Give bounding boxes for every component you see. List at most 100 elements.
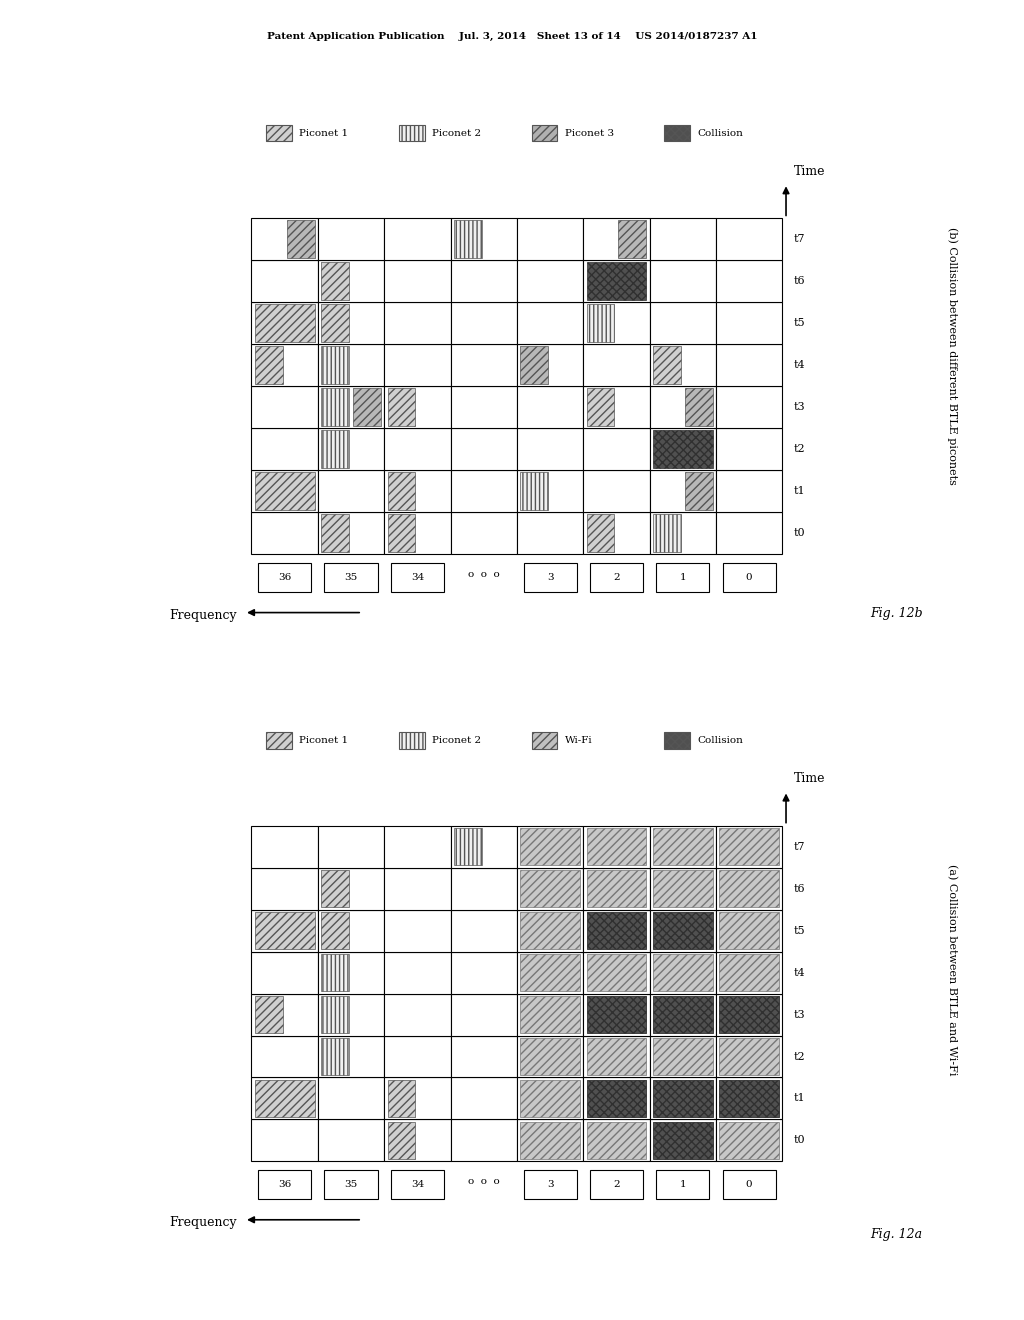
Bar	[317, 1035, 384, 1077]
Bar	[587, 953, 646, 991]
Bar	[451, 260, 517, 302]
Bar	[255, 912, 314, 949]
Text: t3: t3	[794, 1010, 805, 1019]
Bar	[587, 1080, 646, 1118]
Bar	[649, 1119, 716, 1162]
Bar	[716, 470, 782, 512]
Bar	[517, 470, 584, 512]
Bar	[656, 564, 710, 593]
Bar	[517, 260, 584, 302]
Bar	[451, 512, 517, 554]
Bar	[252, 512, 317, 554]
Text: 2: 2	[613, 573, 620, 582]
Bar	[387, 388, 416, 426]
Bar	[252, 994, 317, 1035]
Bar	[317, 428, 384, 470]
Bar	[451, 345, 517, 387]
Bar	[520, 473, 548, 511]
Bar	[252, 909, 317, 952]
Text: Wi-Fi: Wi-Fi	[565, 737, 593, 744]
Text: o  o  o: o o o	[468, 570, 500, 579]
Bar	[384, 867, 451, 909]
Text: (b) Collision between different BTLE piconets: (b) Collision between different BTLE pic…	[947, 227, 957, 486]
Bar	[649, 218, 716, 260]
Bar	[649, 1077, 716, 1119]
Bar	[384, 387, 451, 428]
Bar	[587, 263, 646, 300]
Text: Time: Time	[794, 772, 825, 785]
Bar	[317, 260, 384, 302]
Bar	[322, 953, 349, 991]
Bar	[517, 302, 584, 345]
Bar	[517, 994, 584, 1035]
Bar	[384, 428, 451, 470]
Bar	[716, 302, 782, 345]
Bar	[520, 995, 580, 1034]
Bar	[520, 870, 580, 907]
Bar	[719, 1038, 779, 1076]
Bar	[517, 825, 584, 867]
Text: 36: 36	[279, 573, 291, 582]
Bar	[649, 512, 716, 554]
Bar	[517, 387, 584, 428]
Text: Frequency: Frequency	[169, 1216, 237, 1229]
Text: t7: t7	[794, 842, 805, 851]
Bar	[287, 220, 314, 259]
Bar	[719, 953, 779, 991]
Bar	[517, 1077, 584, 1119]
Bar	[523, 564, 577, 593]
Bar	[517, 218, 584, 260]
Bar	[653, 515, 681, 552]
Bar	[520, 953, 580, 991]
Text: t5: t5	[794, 318, 805, 329]
Bar	[590, 564, 643, 593]
Bar	[517, 512, 584, 554]
Bar	[384, 512, 451, 554]
Bar	[584, 1077, 649, 1119]
Text: 36: 36	[279, 1180, 291, 1189]
Bar	[649, 952, 716, 994]
Bar	[584, 345, 649, 387]
Bar	[719, 1122, 779, 1159]
Bar	[716, 512, 782, 554]
Text: Collision: Collision	[697, 737, 743, 744]
Bar	[523, 1171, 577, 1200]
Text: t6: t6	[794, 276, 805, 286]
Bar	[649, 909, 716, 952]
Bar	[317, 867, 384, 909]
Bar	[653, 995, 713, 1034]
Bar	[317, 994, 384, 1035]
Bar	[451, 1035, 517, 1077]
Bar	[520, 1080, 580, 1118]
Bar	[317, 909, 384, 952]
Bar	[587, 305, 614, 342]
Text: Fig. 12b: Fig. 12b	[869, 607, 923, 620]
Text: 35: 35	[344, 1180, 357, 1189]
Bar	[451, 909, 517, 952]
Bar	[723, 1171, 776, 1200]
Text: Patent Application Publication    Jul. 3, 2014   Sheet 13 of 14    US 2014/01872: Patent Application Publication Jul. 3, 2…	[266, 32, 758, 41]
Bar	[716, 260, 782, 302]
Bar	[517, 428, 584, 470]
Bar	[322, 995, 349, 1034]
Bar	[384, 1035, 451, 1077]
Bar	[649, 345, 716, 387]
Bar	[587, 1122, 646, 1159]
Bar	[653, 953, 713, 991]
Bar	[391, 1171, 444, 1200]
Bar	[384, 218, 451, 260]
Bar	[685, 388, 713, 426]
Text: Piconet 3: Piconet 3	[565, 129, 614, 137]
Bar	[719, 1080, 779, 1118]
Bar	[653, 828, 713, 866]
Bar	[399, 125, 425, 141]
Bar	[451, 994, 517, 1035]
Text: t1: t1	[794, 1093, 805, 1104]
Bar	[252, 345, 317, 387]
Bar	[317, 302, 384, 345]
Bar	[454, 220, 481, 259]
Text: (a) Collision between BTLE and Wi-Fi: (a) Collision between BTLE and Wi-Fi	[947, 865, 957, 1076]
Text: t3: t3	[794, 403, 805, 412]
Text: 0: 0	[745, 573, 753, 582]
Bar	[317, 345, 384, 387]
